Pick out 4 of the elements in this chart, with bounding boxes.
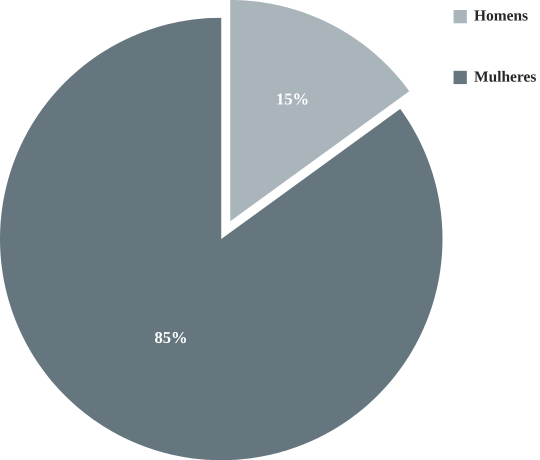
legend-label: Homens [474,10,528,21]
data-label: 85% [155,332,186,344]
legend-label: Mulheres [474,70,536,82]
data-label: 15% [277,93,308,105]
